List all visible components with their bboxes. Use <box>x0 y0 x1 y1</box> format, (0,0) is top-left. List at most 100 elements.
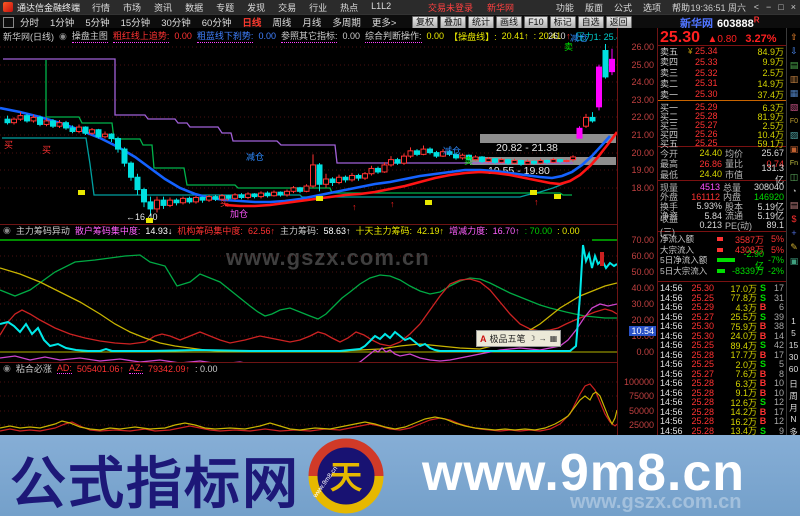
strip-icon[interactable]: ▦ <box>789 88 799 98</box>
tool-button-统计[interactable]: 统计 <box>468 15 495 29</box>
buy-queue-row[interactable]: 买一 25.29 6.3万 <box>660 102 784 113</box>
strip-period-多[interactable]: 多 <box>789 427 798 437</box>
header-field: : 70.00 <box>524 225 553 236</box>
buy-queue-row[interactable]: 买二 25.28 81.9万 <box>660 111 784 122</box>
tick-count: 8 <box>778 368 784 379</box>
stat-value: 131.3亿 <box>761 162 784 185</box>
candle-body <box>56 122 63 127</box>
fund-flow-row: 大宗流入 4308万 5% <box>660 245 784 256</box>
tick-price: 25.30 <box>691 321 714 331</box>
restore-button[interactable]: □ <box>778 2 784 12</box>
sell-queue-row[interactable]: 卖一 25.30 37.4万 <box>660 89 784 100</box>
titlebar-menu[interactable]: 资讯 <box>154 2 173 13</box>
strip-icon[interactable]: ▤ <box>789 200 799 210</box>
buy-queue-row[interactable]: 买四 25.26 10.4万 <box>660 129 784 140</box>
tool-button-标记[interactable]: 标记 <box>549 15 576 29</box>
collapse-button[interactable]: < <box>753 2 760 12</box>
period-tab-30分钟[interactable]: 30分钟 <box>161 18 191 29</box>
period-tab-分时[interactable]: 分时 <box>20 18 40 29</box>
flow-label: 5日净流入额 <box>660 255 708 266</box>
layout-icon[interactable] <box>3 16 14 28</box>
tool-button-复权[interactable]: 复权 <box>412 15 439 29</box>
fund-flow-row: 5日大宗流入 -8339万 -2% <box>660 266 784 277</box>
ime-name[interactable]: 极品五笔 <box>489 334 526 344</box>
titlebar-menu[interactable]: 发现 <box>247 2 266 13</box>
strip-icon[interactable]: ◫ <box>789 172 799 182</box>
titlebar-menu[interactable]: 行情 <box>92 2 111 13</box>
ime-arrow-icon[interactable]: → <box>538 334 547 343</box>
current-stock-shortcut[interactable]: 新华网 <box>487 2 515 13</box>
strip-period-月[interactable]: 月 <box>789 403 798 413</box>
chip-indicator-panel[interactable]: www.gszx.com.cn <box>0 236 617 362</box>
strip-icon[interactable]: F0 <box>789 118 799 125</box>
strip-icon[interactable]: ▥ <box>789 74 799 84</box>
buy-queue-row[interactable]: 买三 25.27 2.5万 <box>660 120 784 131</box>
titlebar-menu[interactable]: L1L2 <box>371 0 392 11</box>
stat-value: 5.84 <box>704 210 722 221</box>
strip-icon[interactable]: ⇩ <box>790 46 798 56</box>
ime-mode-icon[interactable]: A <box>480 333 487 344</box>
period-tab-更多>[interactable]: 更多> <box>371 18 397 29</box>
strip-icon[interactable]: ⇧ <box>790 32 798 42</box>
titlebar-menu[interactable]: 热点 <box>340 2 359 13</box>
sell-queue-row[interactable]: 卖三 25.32 2.5万 <box>660 68 784 79</box>
sell-queue-row[interactable]: 卖二 25.31 14.9万 <box>660 78 784 89</box>
strip-icon[interactable]: ✎ <box>790 242 798 252</box>
strip-period-60[interactable]: 60 <box>788 364 799 374</box>
period-tab-多周期[interactable]: 多周期 <box>332 18 361 29</box>
login-status[interactable]: 交易未登录 <box>428 2 474 13</box>
strip-period-日[interactable]: 日 <box>789 379 798 389</box>
strip-icon[interactable]: ▤ <box>789 60 799 70</box>
strip-period-30[interactable]: 30 <box>788 352 799 362</box>
titlebar-menu[interactable]: 专题 <box>216 2 235 13</box>
strip-icon[interactable]: ◔ <box>791 186 797 196</box>
candle-body <box>50 120 56 127</box>
titlebar-menu[interactable]: 交易 <box>278 2 297 13</box>
stat-value: 308040 <box>753 182 785 192</box>
tool-button-画线[interactable]: 画线 <box>496 15 523 29</box>
sell-queue-row[interactable]: 卖四 25.33 9.9万 <box>660 57 784 68</box>
close-button[interactable]: × <box>790 2 796 12</box>
period-tab-15分钟[interactable]: 15分钟 <box>120 18 151 29</box>
strip-period-周[interactable]: 周 <box>789 391 798 401</box>
strip-icon[interactable]: Fn <box>789 160 799 167</box>
stock-code: 603888 <box>717 18 754 30</box>
titlebar-menu[interactable]: 公式 <box>613 2 632 13</box>
strip-period-1[interactable]: 1 <box>791 316 796 326</box>
ime-keyboard-icon[interactable]: ▦ <box>549 334 558 343</box>
titlebar-menu[interactable]: 市场 <box>123 2 142 13</box>
strip-period-5[interactable]: 5 <box>791 328 796 338</box>
titlebar-menu[interactable]: 功能 <box>555 2 574 13</box>
sell-queue-row[interactable]: 卖五 ¥25.34 84.9万 <box>660 46 784 57</box>
tool-button-F10[interactable]: F10 <box>524 15 548 29</box>
strip-icon[interactable]: + <box>791 228 797 238</box>
tool-button-叠加[interactable]: 叠加 <box>440 15 467 29</box>
strip-icon[interactable]: ▣ <box>789 144 799 154</box>
buy-queue-row[interactable]: 买五 25.25 59.1万 <box>660 138 784 149</box>
period-tab-5分钟[interactable]: 5分钟 <box>85 18 110 29</box>
ime-moon-icon[interactable]: ☽ <box>528 334 536 343</box>
period-tab-月线[interactable]: 月线 <box>302 18 322 29</box>
titlebar-menu[interactable]: 选项 <box>642 2 661 13</box>
period-tab-1分钟[interactable]: 1分钟 <box>50 18 75 29</box>
strip-period-N[interactable]: N <box>790 414 797 424</box>
tool-button-返回[interactable]: 返回 <box>605 15 632 29</box>
titlebar-menu[interactable]: 版面 <box>584 2 603 13</box>
strip-icon[interactable]: ▨ <box>789 130 799 140</box>
strip-icon[interactable]: $ <box>791 214 797 224</box>
strip-period-15[interactable]: 15 <box>788 340 799 350</box>
period-tab-日线[interactable]: 日线 <box>242 18 262 29</box>
titlebar-menu[interactable]: 行业 <box>309 2 328 13</box>
main-candlestick-chart[interactable]: 20.82 - 21.38 19.55 - 19.80 买买买加仓 减仓 减仓卖 26.… <box>0 31 617 225</box>
tool-button-自选[interactable]: 自选 <box>577 15 604 29</box>
strip-icon[interactable]: ▣ <box>789 256 799 266</box>
period-tab-60分钟[interactable]: 60分钟 <box>201 18 232 29</box>
ime-toolbar[interactable]: A 极品五笔 ☽ → ▦ <box>476 330 562 347</box>
strip-icon[interactable]: ▧ <box>789 102 799 112</box>
titlebar-menu[interactable]: 帮助 <box>671 2 690 13</box>
ad-indicator-panel[interactable] <box>0 374 617 435</box>
minimize-button[interactable]: − <box>766 2 772 12</box>
titlebar-menu[interactable]: 数据 <box>185 2 204 13</box>
tick-volume: 4.3万 <box>735 302 757 313</box>
period-tab-周线[interactable]: 周线 <box>272 18 292 29</box>
